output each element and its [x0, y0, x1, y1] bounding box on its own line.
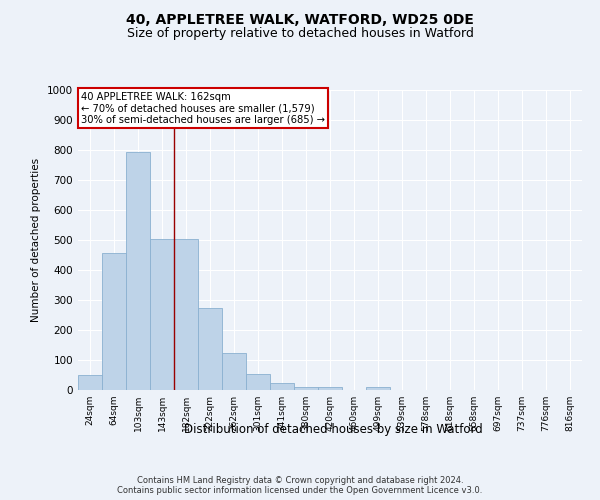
Bar [126, 152, 150, 390]
Bar [78, 375, 102, 390]
Bar [198, 308, 222, 390]
Text: Contains HM Land Registry data © Crown copyright and database right 2024.
Contai: Contains HM Land Registry data © Crown c… [118, 476, 482, 495]
Text: 40, APPLETREE WALK, WATFORD, WD25 0DE: 40, APPLETREE WALK, WATFORD, WD25 0DE [126, 12, 474, 26]
Bar [102, 253, 126, 390]
Bar [174, 240, 198, 390]
Y-axis label: Number of detached properties: Number of detached properties [31, 158, 41, 322]
Bar [150, 240, 174, 390]
Text: Size of property relative to detached houses in Watford: Size of property relative to detached ho… [127, 28, 473, 40]
Bar [246, 374, 270, 390]
Text: 40 APPLETREE WALK: 162sqm
← 70% of detached houses are smaller (1,579)
30% of se: 40 APPLETREE WALK: 162sqm ← 70% of detac… [80, 92, 325, 124]
Bar [270, 384, 294, 390]
Bar [222, 354, 246, 390]
Bar [294, 386, 318, 390]
Text: Distribution of detached houses by size in Watford: Distribution of detached houses by size … [184, 422, 482, 436]
Bar [318, 386, 342, 390]
Bar [366, 387, 390, 390]
